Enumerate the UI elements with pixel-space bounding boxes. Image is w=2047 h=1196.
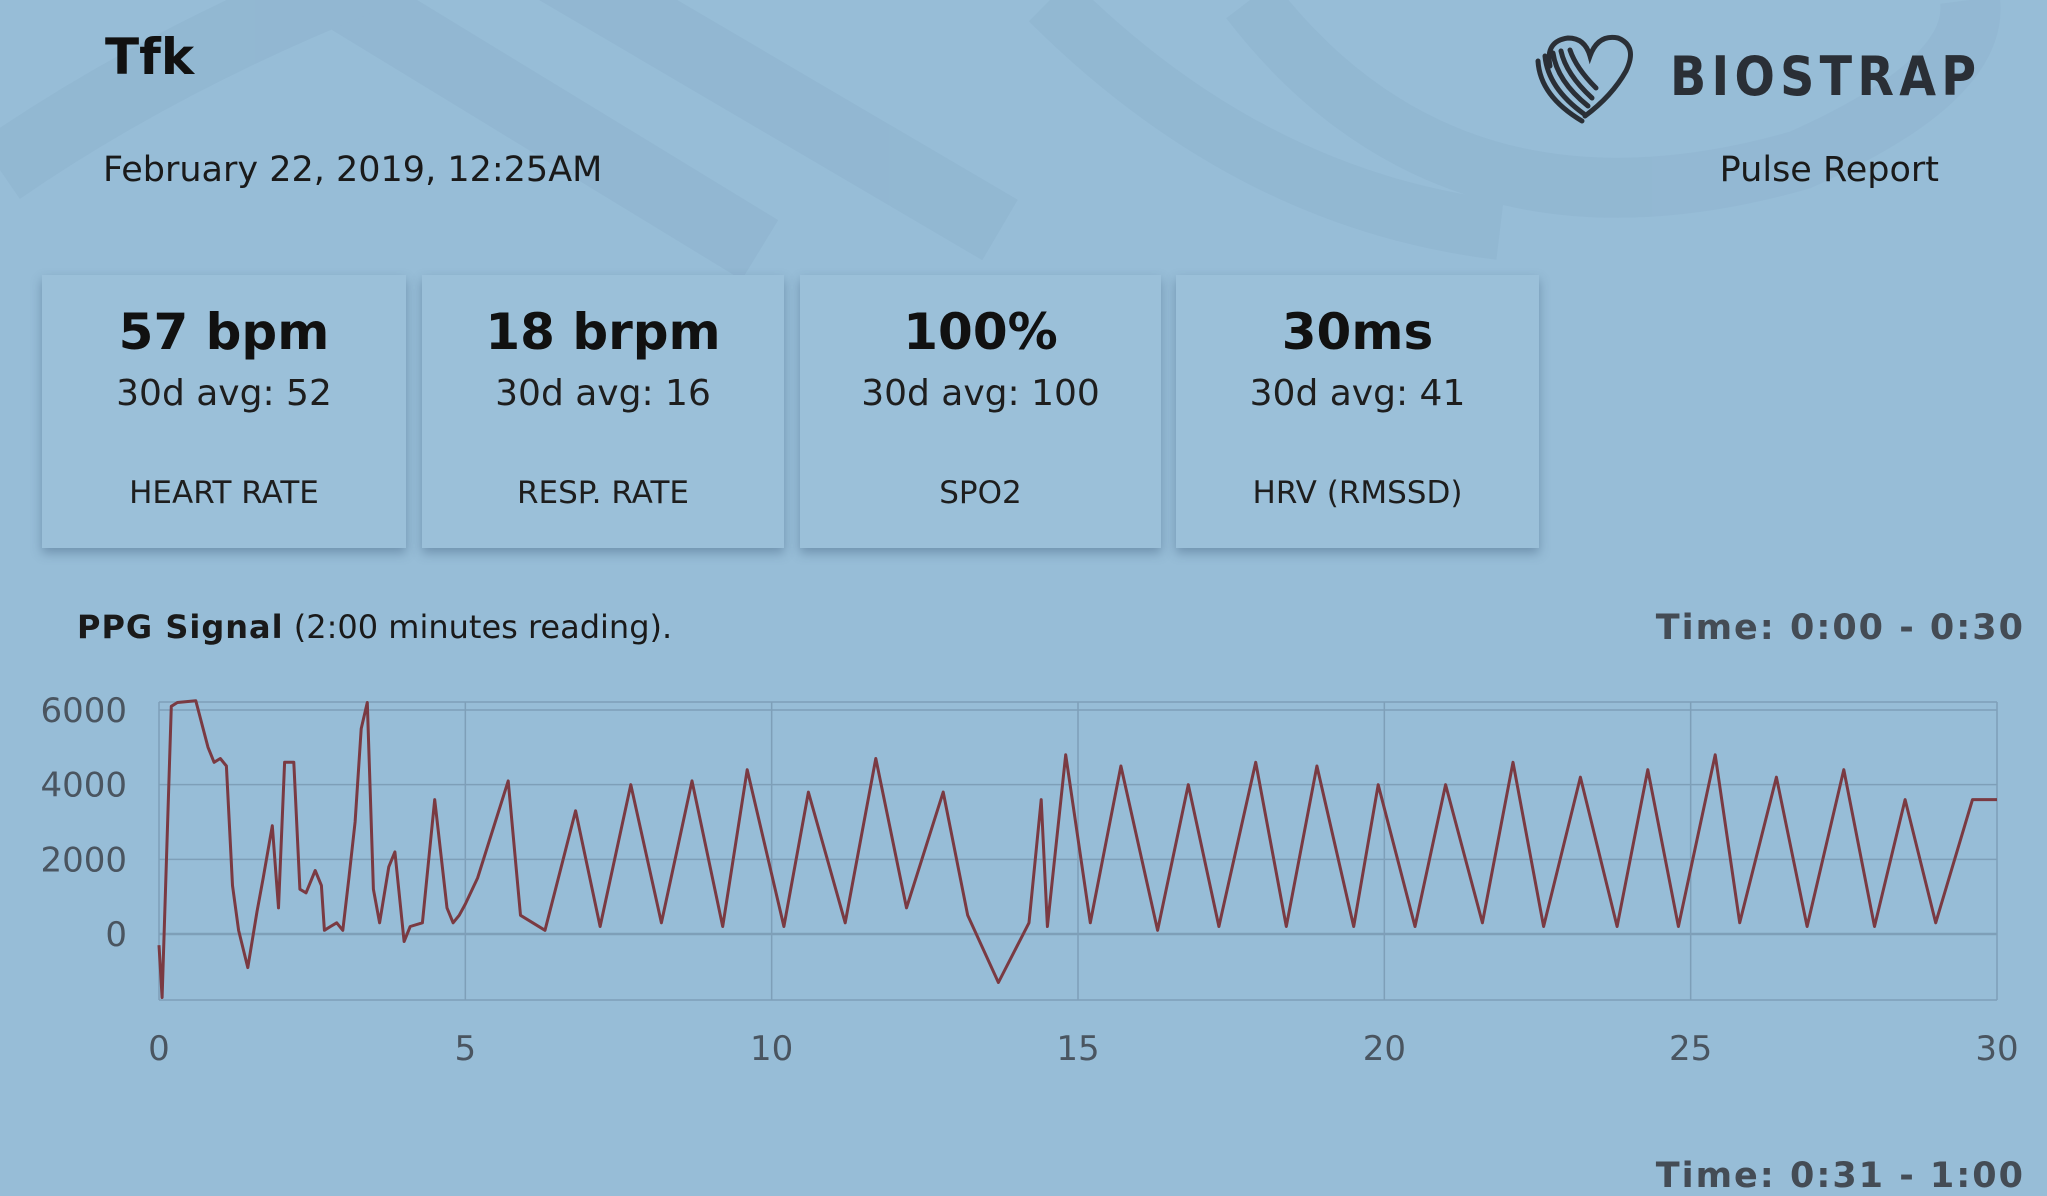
y-tick-label: 2000 — [40, 840, 127, 880]
ppg-chart: 6000 4000 2000 0 0 5 10 15 20 25 30 — [40, 691, 2018, 1069]
ppg-signal-title: PPG Signal (2:00 minutes reading). — [77, 608, 672, 646]
ppg-title-rest: (2:00 minutes reading). — [283, 608, 673, 646]
x-tick-label: 5 — [455, 1029, 477, 1069]
x-tick-label: 10 — [750, 1029, 793, 1069]
ppg-signal-line — [157, 699, 1997, 999]
resp-rate-avg: 30d avg: 16 — [495, 373, 711, 414]
brand-name: BIOSTRAP — [1670, 44, 1982, 108]
y-tick-label: 6000 — [40, 691, 127, 731]
x-tick-label: 20 — [1363, 1029, 1406, 1069]
heart-logo-icon — [1535, 34, 1633, 124]
resp-rate-label: RESP. RATE — [517, 475, 689, 511]
spo2-card: 100% 30d avg: 100 SPO2 — [800, 275, 1161, 548]
x-tick-label: 15 — [1056, 1029, 1099, 1069]
biostrap-logo: BIOSTRAP — [1530, 26, 2024, 126]
heart-rate-value: 57 bpm — [118, 303, 330, 361]
resp-rate-card: 18 brpm 30d avg: 16 RESP. RATE — [422, 275, 784, 548]
y-tick-label: 4000 — [40, 766, 127, 806]
x-tick-label: 0 — [148, 1029, 170, 1069]
spo2-avg: 30d avg: 100 — [861, 373, 1100, 414]
ppg-title-bold: PPG Signal — [77, 608, 284, 646]
report-type-label: Pulse Report — [1719, 150, 1939, 190]
hrv-avg: 30d avg: 41 — [1249, 373, 1466, 414]
heart-rate-label: HEART RATE — [129, 475, 319, 511]
spo2-label: SPO2 — [939, 475, 1022, 511]
time-range: Time: 0:00 - 0:30 — [1655, 608, 2025, 648]
spo2-value: 100% — [903, 303, 1058, 361]
x-tick-label: 30 — [1975, 1029, 2018, 1069]
hrv-value: 30ms — [1281, 303, 1434, 361]
report-date: February 22, 2019, 12:25AM — [103, 150, 603, 190]
heart-rate-card: 57 bpm 30d avg: 52 HEART RATE — [42, 275, 406, 548]
y-tick-label: 0 — [105, 915, 127, 955]
x-tick-label: 25 — [1669, 1029, 1712, 1069]
user-name: Tfk — [105, 28, 195, 86]
resp-rate-value: 18 brpm — [485, 303, 721, 361]
hrv-label: HRV (RMSSD) — [1252, 475, 1463, 511]
next-time-range: Time: 0:31 - 1:00 — [1655, 1156, 2025, 1196]
hrv-card: 30ms 30d avg: 41 HRV (RMSSD) — [1176, 275, 1539, 548]
heart-rate-avg: 30d avg: 52 — [116, 373, 332, 414]
